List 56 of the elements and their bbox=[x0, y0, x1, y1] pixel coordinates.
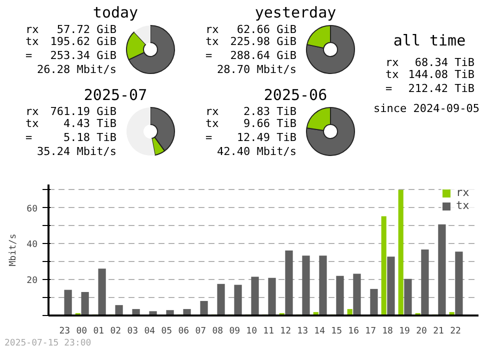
text: tx 144.08 TiB bbox=[386, 68, 475, 81]
x-tick-label: 22 bbox=[450, 326, 461, 336]
x-tick-label: 20 bbox=[416, 326, 427, 336]
x-tick-label: 01 bbox=[93, 326, 104, 336]
chart-title: yesterday bbox=[254, 4, 336, 22]
x-tick-label: 05 bbox=[161, 326, 172, 336]
x-tick-label: 00 bbox=[76, 326, 88, 336]
y-tick-label: 60 bbox=[26, 204, 38, 214]
text: tx 195.62 GiB bbox=[26, 35, 117, 48]
x-tick-label: 09 bbox=[229, 326, 240, 336]
text: 26.28 Mbit/s bbox=[37, 63, 117, 76]
x-tick-label: 14 bbox=[314, 326, 326, 336]
text: 42.40 Mbit/s bbox=[217, 145, 297, 158]
text: = 12.49 TiB bbox=[206, 131, 297, 144]
x-tick-label: 21 bbox=[433, 326, 444, 336]
x-tick-label: 23 bbox=[59, 326, 70, 336]
y-tick-label: 40 bbox=[26, 240, 38, 250]
text: 35.24 Mbit/s bbox=[37, 145, 117, 158]
x-tick-label: 02 bbox=[110, 326, 122, 336]
y-tick-label: 20 bbox=[26, 276, 38, 286]
legend-label: tx bbox=[456, 199, 470, 212]
x-tick-label: 11 bbox=[263, 326, 274, 336]
text: = 5.18 TiB bbox=[26, 131, 117, 144]
chart-title: 2025-06 bbox=[264, 86, 328, 104]
chart-title: today bbox=[92, 4, 138, 22]
text: tx 9.66 TiB bbox=[206, 117, 297, 130]
text: tx 4.43 TiB bbox=[26, 117, 117, 130]
x-tick-label: 12 bbox=[280, 326, 292, 336]
text: since 2024-09-05 bbox=[374, 102, 480, 115]
x-tick-label: 19 bbox=[399, 326, 410, 336]
x-tick-label: 15 bbox=[331, 326, 342, 336]
x-tick-label: 18 bbox=[382, 326, 393, 336]
legend-label: rx bbox=[456, 186, 470, 199]
y-axis-title: Mbit/s bbox=[8, 234, 19, 266]
x-tick-label: 03 bbox=[127, 326, 138, 336]
x-tick-label: 13 bbox=[297, 326, 308, 336]
text: rx 62.66 GiB bbox=[206, 23, 297, 36]
x-tick-label: 16 bbox=[348, 326, 360, 336]
text: rx 761.19 GiB bbox=[26, 105, 117, 118]
text: 28.70 Mbit/s bbox=[217, 63, 297, 76]
text: = 253.34 GiB bbox=[26, 49, 117, 62]
x-tick-label: 08 bbox=[212, 326, 224, 336]
chart-title: 2025-07 bbox=[84, 86, 148, 104]
text: tx 225.98 GiB bbox=[206, 35, 297, 48]
text: = 288.64 GiB bbox=[206, 49, 297, 62]
text: all time bbox=[393, 32, 466, 50]
x-tick-label: 06 bbox=[178, 326, 190, 336]
text: = 212.42 TiB bbox=[386, 82, 475, 95]
text: rx 57.72 GiB bbox=[26, 23, 117, 36]
text: rx 68.34 TiB bbox=[386, 56, 475, 69]
x-tick-label: 04 bbox=[144, 326, 156, 336]
x-tick-label: 17 bbox=[365, 326, 376, 336]
x-tick-label: 07 bbox=[195, 326, 206, 336]
x-tick-label: 10 bbox=[246, 326, 258, 336]
text: rx 2.83 TiB bbox=[206, 105, 297, 118]
text: 2025-07-15 23:00 bbox=[4, 338, 92, 348]
